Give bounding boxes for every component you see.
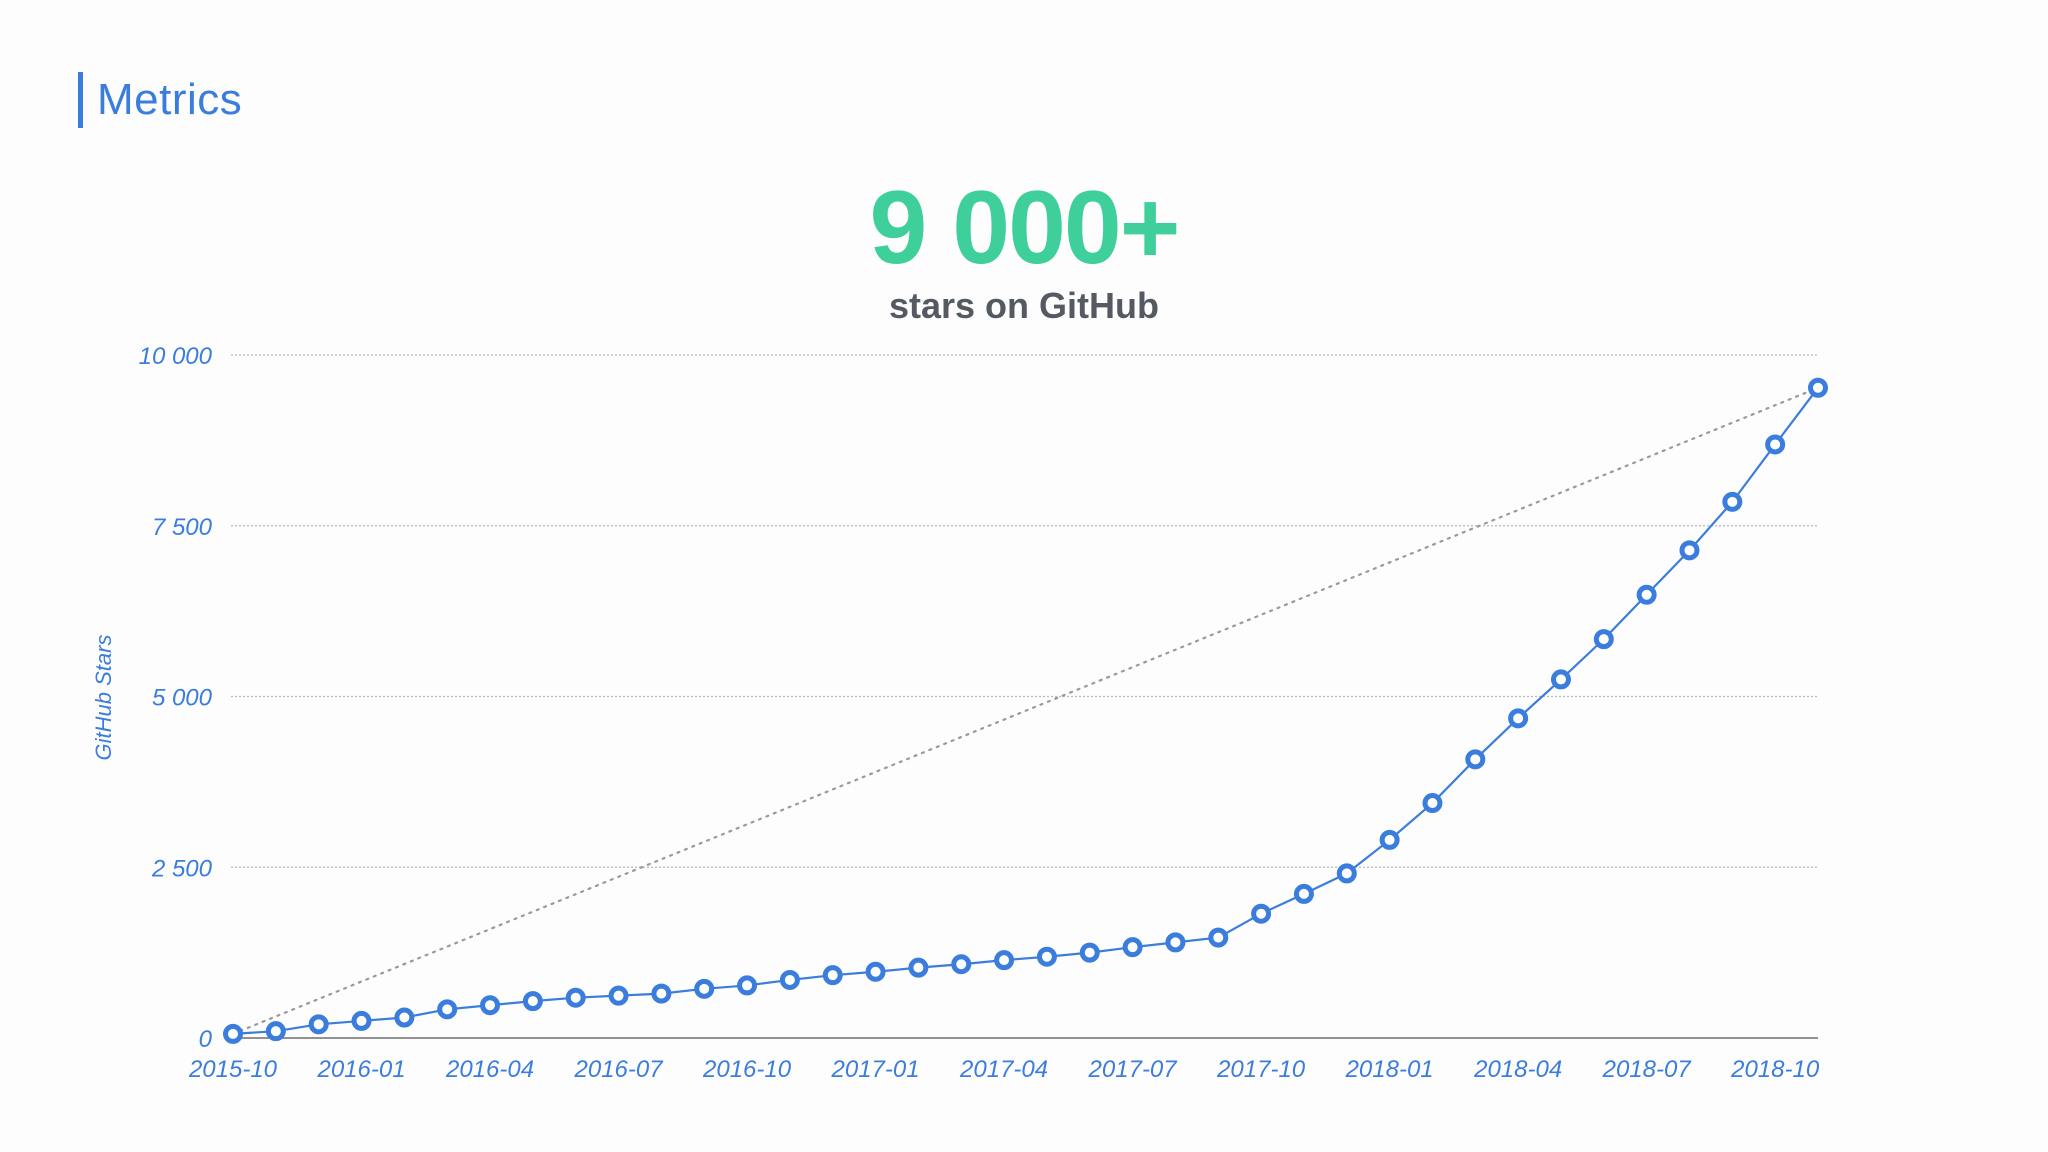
data-point (1722, 491, 1743, 512)
series-layer (223, 377, 1828, 1044)
data-point (1079, 942, 1100, 963)
data-point (1422, 793, 1443, 814)
x-tick-label: 2018-04 (1473, 1056, 1562, 1083)
data-point (223, 1023, 243, 1044)
y-tick-label: 5 000 (152, 685, 213, 712)
y-tick-label: 0 (199, 1026, 213, 1053)
y-tick-label: 2 500 (151, 855, 213, 882)
data-point (1122, 937, 1143, 958)
y-tick-label: 10 000 (139, 343, 213, 370)
section-accent-bar (78, 72, 83, 128)
x-tick-label: 2015-10 (188, 1056, 278, 1083)
data-point (1765, 434, 1786, 455)
section-title: Metrics (97, 75, 243, 124)
data-point (351, 1010, 372, 1031)
headline-caption: stars on GitHub (888, 285, 1160, 326)
data-point (1251, 903, 1272, 924)
data-point (908, 957, 929, 978)
grid-layer (231, 354, 1818, 868)
data-point (608, 985, 629, 1006)
data-point (1293, 883, 1314, 904)
data-point (1550, 669, 1571, 690)
x-tick-label: 2018-10 (1730, 1056, 1820, 1083)
data-point (265, 1021, 286, 1042)
x-tick-label: 2017-01 (831, 1056, 920, 1083)
data-point (737, 975, 758, 996)
data-point (1036, 946, 1057, 967)
y-tick-label: 7 500 (152, 514, 213, 541)
data-point (1679, 540, 1700, 561)
data-point (1208, 927, 1229, 948)
headline-block: 9 000+ stars on GitHub (0, 168, 2048, 328)
data-point (480, 995, 501, 1016)
data-point (565, 987, 586, 1008)
data-point (522, 991, 543, 1012)
data-point (779, 969, 800, 990)
trend-layer (231, 386, 1820, 1036)
data-point (694, 978, 715, 999)
data-point (1465, 749, 1486, 770)
y-axis-title: GitHub Stars (91, 635, 116, 761)
x-tick-label: 2018-07 (1602, 1056, 1693, 1083)
data-point (994, 950, 1015, 971)
data-point (1165, 932, 1186, 953)
data-point (822, 965, 843, 986)
x-tick-label: 2017-10 (1216, 1056, 1306, 1083)
data-point (437, 999, 458, 1020)
data-point (1593, 629, 1614, 650)
data-point (308, 1014, 329, 1035)
x-tick-label: 2018-01 (1345, 1056, 1434, 1083)
x-tick-label: 2016-01 (316, 1056, 405, 1083)
data-point (865, 961, 886, 982)
x-tick-label: 2016-07 (574, 1056, 665, 1083)
data-point (651, 983, 672, 1004)
trend-line (231, 386, 1820, 1036)
label-layer: 0 2 500 5 000 7 500 10 000 2015-10 2016-01 2016… (91, 343, 1820, 1083)
data-point (1808, 377, 1828, 398)
x-tick-label: 2017-04 (959, 1056, 1048, 1083)
x-tick-label: 2016-04 (445, 1056, 534, 1083)
data-point (394, 1007, 415, 1028)
data-point (951, 954, 972, 975)
data-point (1379, 829, 1400, 850)
x-tick-label: 2017-07 (1088, 1056, 1179, 1083)
data-point (1508, 708, 1529, 729)
headline-number: 9 000+ (869, 170, 1181, 286)
data-point (1336, 863, 1357, 884)
data-point (1636, 584, 1657, 605)
section-header: Metrics (78, 72, 242, 128)
x-tick-label: 2016-10 (702, 1056, 792, 1083)
